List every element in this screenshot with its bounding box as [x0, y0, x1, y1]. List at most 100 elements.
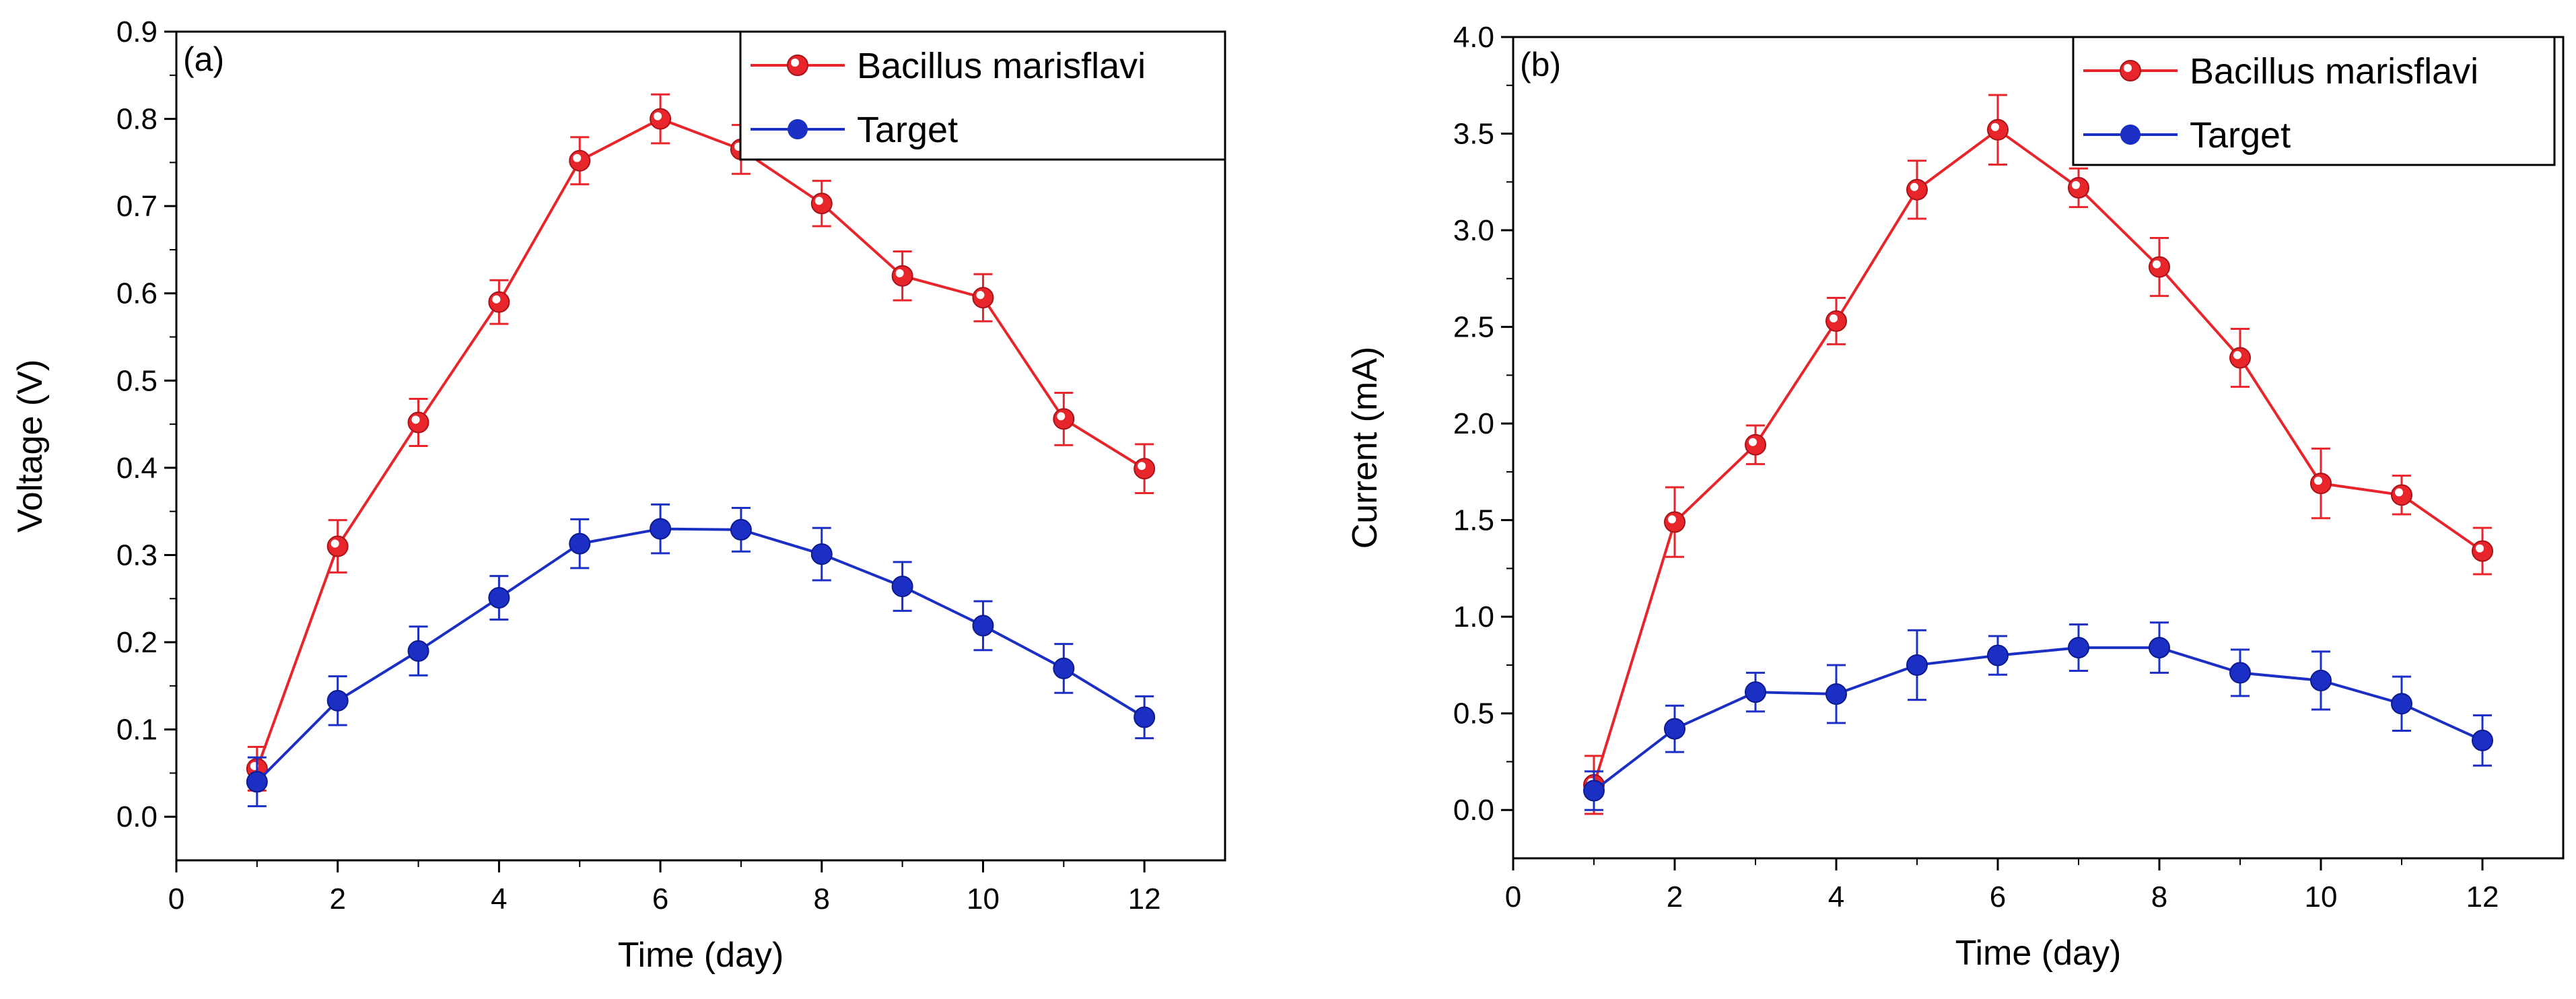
data-point-highlight: [1910, 182, 1918, 191]
x-tick-label: 10: [2305, 881, 2338, 914]
y-tick-label: 0.1: [116, 714, 158, 747]
data-point: [891, 576, 913, 598]
y-tick-label: 0.8: [116, 103, 158, 136]
series-line: [256, 527, 1146, 783]
data-point: [972, 615, 994, 637]
data-point: [569, 532, 591, 555]
data-point-highlight: [1668, 515, 1676, 524]
data-point-highlight: [814, 197, 823, 205]
y-tick-label: 1.0: [1453, 600, 1494, 633]
data-point: [1134, 706, 1156, 728]
data-point: [1583, 780, 1605, 802]
legend-box: [739, 30, 1226, 161]
panel-label: (b): [1520, 46, 1561, 83]
x-tick-label: 0: [168, 883, 184, 916]
y-tick-label: 0.6: [116, 277, 158, 310]
data-point: [1825, 683, 1847, 705]
y-tick-label: 0.7: [116, 190, 158, 223]
y-tick-label: 0.2: [116, 626, 158, 659]
series-line: [255, 117, 1146, 769]
y-tick-label: 0.0: [1453, 794, 1494, 827]
x-tick-label: 12: [2466, 881, 2499, 914]
data-point-highlight: [2072, 180, 2080, 189]
panel-b: 0 2 4 6 8 10 12 0.0 0.5 1.0 1.5 2.0 2.5 3.0 3.5 4.0 Time…: [1346, 21, 2565, 973]
series-target: [1583, 621, 2493, 811]
x-tick-label: 12: [1128, 883, 1161, 916]
data-point: [1664, 718, 1685, 740]
y-tick-label: 0.4: [116, 452, 158, 485]
data-point: [1987, 644, 2009, 666]
x-axis-title: Time (day): [618, 936, 784, 975]
data-point-highlight: [1138, 462, 1146, 471]
series-target: [246, 503, 1156, 808]
y-tick-label: 3.0: [1453, 214, 1494, 247]
legend-box: [2072, 36, 2556, 166]
data-point-highlight: [1057, 412, 1066, 421]
data-point-highlight: [2153, 260, 2161, 269]
y-tick-label: 1.5: [1453, 504, 1494, 537]
y-axis-title: Current (mA): [1346, 347, 1385, 549]
data-point: [2391, 693, 2412, 715]
y-tick-label: 0.9: [116, 15, 158, 48]
y-tick-label: 0.5: [116, 364, 158, 397]
x-tick-label: 6: [652, 883, 668, 916]
x-tick-label: 4: [491, 883, 507, 916]
data-point-highlight: [2314, 477, 2322, 485]
y-tick-label: 0.5: [1453, 697, 1494, 730]
legend: Bacillus marisflavi Target: [739, 30, 1226, 161]
data-point: [326, 689, 349, 712]
panel-a: 0 2 4 6 8 10 12 0.0 0.1 0.2 0.3 0.4 0.5 0.6 0.7 0.8 0.9 T…: [11, 15, 1226, 975]
x-axis-title: Time (day): [1955, 934, 2122, 973]
legend-marker-highlight: [2124, 64, 2132, 72]
series-bacillus-marisflavi: [1583, 94, 2493, 815]
x-tick-label: 0: [1505, 881, 1521, 914]
legend-label: Target: [857, 110, 958, 150]
data-point-highlight: [2476, 544, 2484, 553]
series-bacillus-marisflavi: [246, 93, 1156, 792]
y-tick-label: 0.0: [116, 800, 158, 833]
data-point-highlight: [2233, 351, 2241, 359]
plot-frame: [175, 30, 1226, 862]
data-point-highlight: [330, 539, 339, 548]
plot-frame: [1512, 36, 2565, 860]
y-tick-label: 0.3: [116, 539, 158, 572]
x-tick-label: 2: [329, 883, 345, 916]
legend-marker: [2120, 125, 2140, 145]
data-point: [810, 543, 833, 565]
data-point: [1053, 657, 1075, 679]
data-point-highlight: [1749, 438, 1757, 446]
data-point: [246, 771, 268, 793]
data-point: [2149, 637, 2170, 659]
x-tick-label: 4: [1828, 881, 1844, 914]
series-line: [1593, 646, 2483, 792]
data-point: [2229, 662, 2251, 684]
data-point-highlight: [654, 112, 662, 120]
x-tick-label: 10: [967, 883, 1000, 916]
data-point: [2472, 729, 2493, 751]
data-point: [2068, 637, 2089, 659]
y-tick-label: 4.0: [1453, 21, 1494, 54]
series-line: [1593, 128, 2484, 786]
legend-marker-highlight: [791, 59, 799, 67]
data-point: [407, 640, 429, 662]
data-point: [1906, 654, 1928, 676]
data-point-highlight: [2395, 488, 2403, 497]
data-point-highlight: [1830, 314, 1838, 322]
x-tick-label: 2: [1667, 881, 1683, 914]
data-point: [2310, 669, 2332, 691]
data-point: [730, 518, 752, 541]
data-point-highlight: [976, 291, 985, 300]
data-point: [488, 586, 510, 609]
legend: Bacillus marisflavi Target: [2072, 36, 2556, 166]
x-tick-label: 8: [814, 883, 830, 916]
y-tick-label: 3.5: [1453, 118, 1494, 151]
data-point: [1745, 681, 1766, 703]
data-point-highlight: [411, 415, 420, 424]
data-point-highlight: [1991, 123, 1999, 131]
data-point-highlight: [895, 269, 904, 277]
y-tick-label: 2.5: [1453, 311, 1494, 344]
data-point-highlight: [573, 153, 582, 162]
legend-label: Target: [2190, 115, 2291, 156]
legend-marker: [788, 119, 808, 139]
